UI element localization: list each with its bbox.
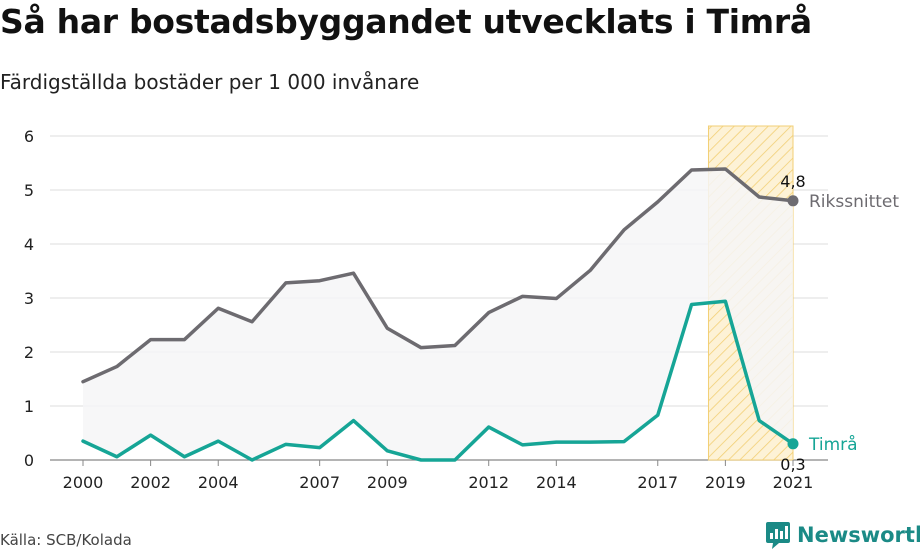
brand-name: Newsworthy: [797, 523, 920, 547]
y-tick-label: 4: [24, 235, 34, 254]
chart-title: Så har bostadsbyggandet utvecklats i Tim…: [0, 2, 812, 41]
y-tick-label: 1: [24, 397, 34, 416]
series-end-value: 4,8: [780, 172, 805, 191]
chart-subtitle: Färdigställda bostäder per 1 000 invånar…: [0, 70, 420, 94]
x-tick-label: 2012: [468, 473, 509, 492]
x-tick-label: 2009: [367, 473, 408, 492]
y-tick-label: 0: [24, 451, 34, 470]
x-tick-label: 2017: [637, 473, 678, 492]
series-line-timra: [81, 299, 795, 462]
gap-area: [83, 168, 793, 460]
x-tick-label: 2000: [63, 473, 104, 492]
source-note: Källa: SCB/Kolada: [0, 531, 132, 549]
y-tick-label: 6: [24, 127, 34, 146]
x-tick-label: 2019: [705, 473, 746, 492]
y-tick-label: 2: [24, 343, 34, 362]
x-tick-label: 2014: [536, 473, 577, 492]
x-tick-label: 2002: [130, 473, 171, 492]
series-line-rikssnittet: [81, 167, 795, 384]
series-end-point: [787, 438, 799, 450]
series-end-point: [787, 195, 799, 207]
series-label: Rikssnittet: [809, 192, 899, 212]
y-tick-label: 3: [24, 289, 34, 308]
series-label: Timrå: [808, 434, 858, 455]
newsworthy-logo-icon: [766, 522, 790, 549]
brand-logo: Newsworthy: [765, 520, 920, 550]
x-tick-label: 2004: [198, 473, 239, 492]
y-tick-label: 5: [24, 181, 34, 200]
x-tick-label: 2007: [299, 473, 340, 492]
x-tick-label: 2021: [773, 473, 814, 492]
series-end-value: 0,3: [780, 455, 805, 474]
